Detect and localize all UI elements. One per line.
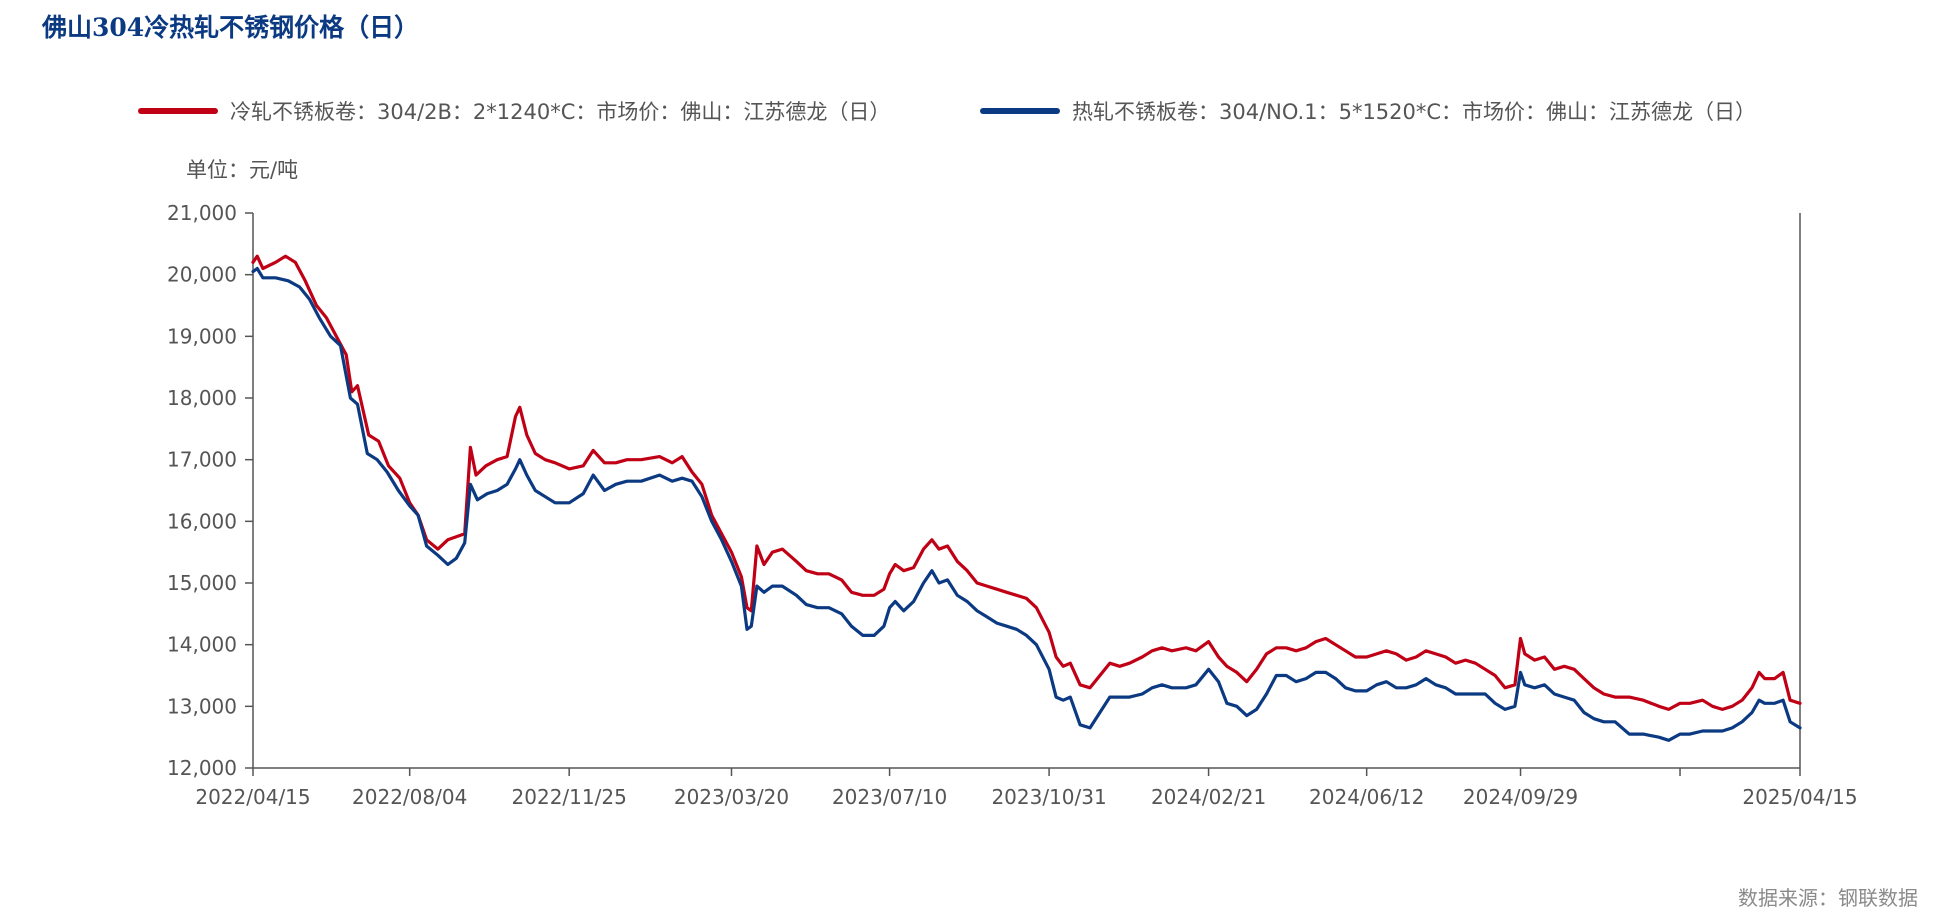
legend-label-cold-rolled: 冷轧不锈板卷：304/2B：2*1240*C：市场价：佛山：江苏德龙（日）: [230, 100, 891, 124]
series-line-hot-rolled: [251, 266, 1802, 742]
y-tick-label: 19,000: [167, 324, 237, 348]
x-tick-label: 2024/09/29: [1463, 785, 1578, 809]
x-tick-label: 2024/06/12: [1309, 785, 1424, 809]
data-source: 数据来源：钢联数据: [1738, 886, 1918, 910]
y-tick-label: 20,000: [167, 263, 237, 287]
y-axis: 12,000 13,000 14,000 15,000 16,000 17,000 18,0…: [167, 201, 1801, 780]
y-tick-label: 12,000: [167, 756, 237, 780]
x-axis: 2022/04/15 2022/08/04 2022/11/25 2023/03/20…: [195, 767, 1858, 809]
y-tick-label: 14,000: [167, 633, 237, 657]
x-tick-label: 2022/11/25: [512, 785, 627, 809]
series-line-cold-rolled: [251, 254, 1802, 712]
legend-item-cold-rolled[interactable]: 冷轧不锈板卷：304/2B：2*1240*C：市场价：佛山：江苏德龙（日）: [138, 96, 890, 126]
x-tick-label: 2023/03/20: [674, 785, 789, 809]
legend-swatch-cold-rolled: [138, 108, 218, 114]
y-tick-label: 18,000: [167, 386, 237, 410]
x-tick-label: 2024/02/21: [1151, 785, 1266, 809]
x-tick-label: 2022/04/15: [195, 785, 310, 809]
x-tick-label: 2023/10/31: [991, 785, 1106, 809]
y-tick-label: 13,000: [167, 694, 237, 718]
legend-item-hot-rolled[interactable]: 热轧不锈板卷：304/NO.1：5*1520*C：市场价：佛山：江苏德龙（日）: [980, 96, 1756, 126]
legend-swatch-hot-rolled: [980, 108, 1060, 114]
x-tick-label: 2023/07/10: [832, 785, 947, 809]
series-layer: [251, 254, 1802, 742]
chart-title: 佛山304冷热轧不锈钢价格（日）: [42, 13, 420, 42]
y-tick-label: 21,000: [167, 201, 237, 225]
x-tick-label: 2022/08/04: [352, 785, 467, 809]
legend-label-hot-rolled: 热轧不锈板卷：304/NO.1：5*1520*C：市场价：佛山：江苏德龙（日）: [1072, 100, 1757, 124]
y-tick-label: 16,000: [167, 509, 237, 533]
x-tick-label: 2025/04/15: [1742, 785, 1857, 809]
y-tick-label: 15,000: [167, 571, 237, 595]
legend: 冷轧不锈板卷：304/2B：2*1240*C：市场价：佛山：江苏德龙（日） 热轧…: [0, 96, 1934, 126]
unit-label: 单位：元/吨: [186, 158, 299, 182]
y-tick-label: 17,000: [167, 448, 237, 472]
